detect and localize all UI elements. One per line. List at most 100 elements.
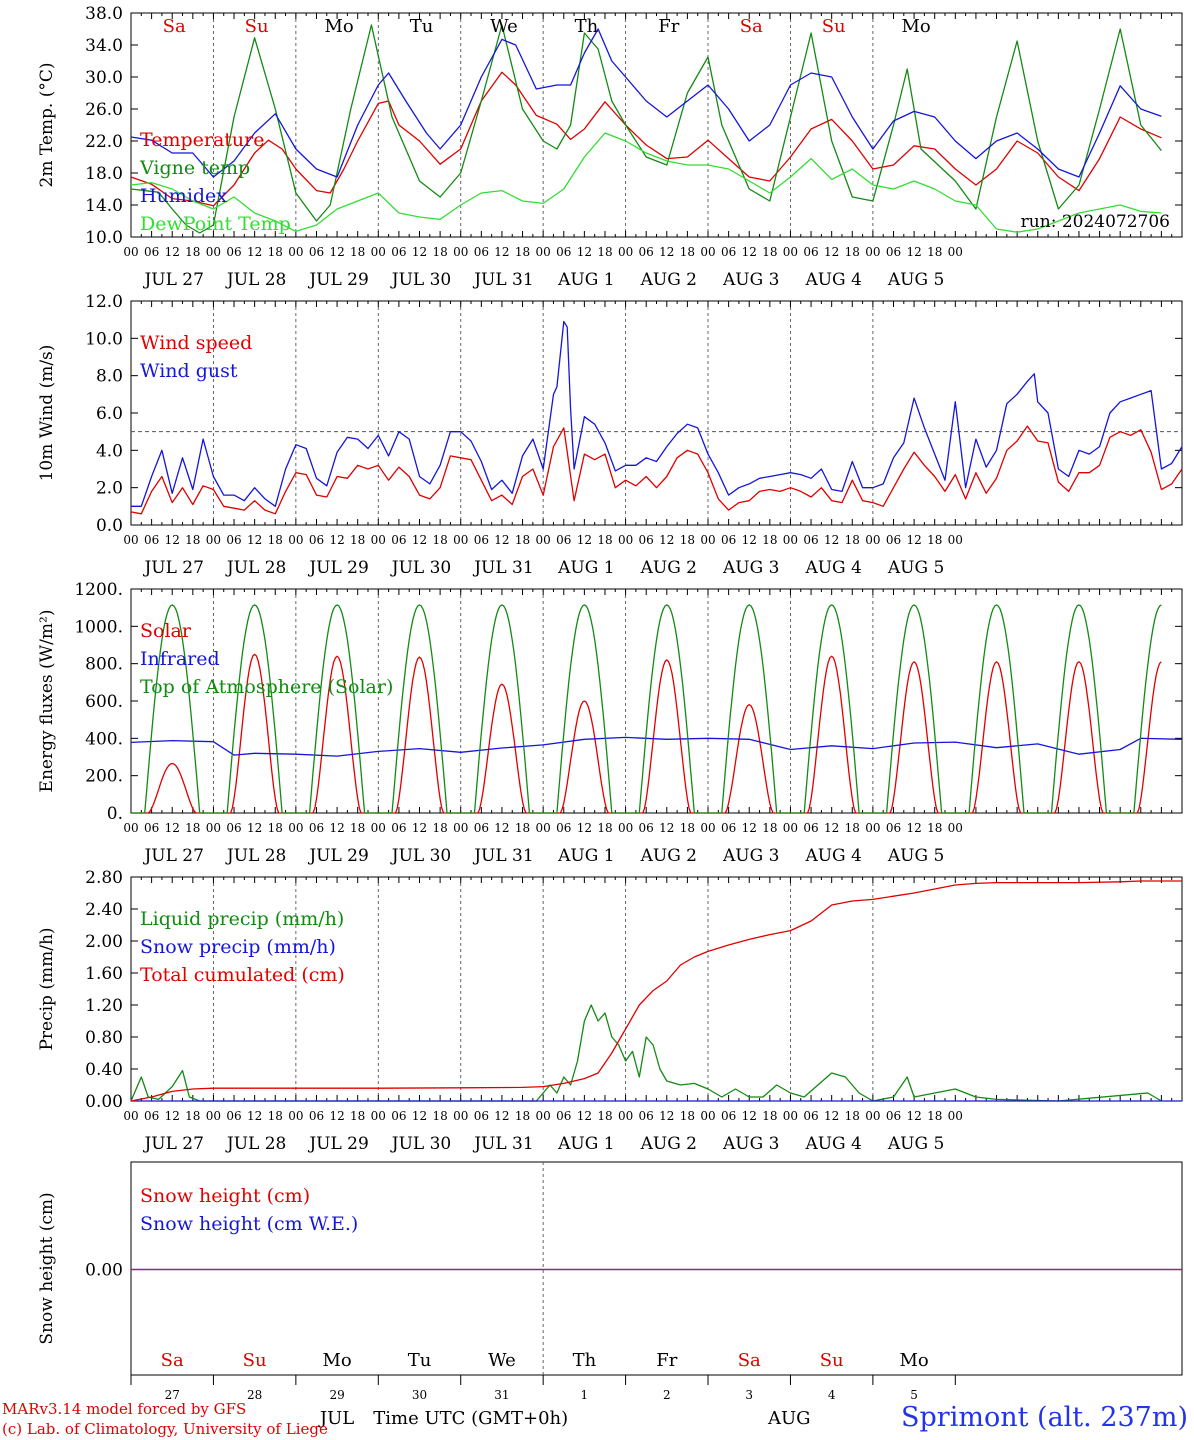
x-date-label: JUL 27 bbox=[142, 558, 203, 578]
weekday-label: Mo bbox=[324, 16, 353, 37]
x-hour-label: 00 bbox=[288, 245, 303, 259]
x-hour-label: 06 bbox=[803, 821, 818, 835]
weekday-label: Su bbox=[820, 1350, 844, 1371]
weekday-label: Mo bbox=[901, 16, 930, 37]
x-date-label: AUG 5 bbox=[887, 1134, 944, 1154]
legend-entry: Wind speed bbox=[140, 332, 252, 354]
x-date-label: AUG 2 bbox=[640, 846, 697, 866]
x-hour-label: 12 bbox=[247, 821, 262, 835]
y-axis-title: 2m Temp. (°C) bbox=[37, 62, 57, 187]
x-hour-label: 12 bbox=[247, 533, 262, 547]
x-date-label: JUL 31 bbox=[472, 558, 533, 578]
x-hour-label: 06 bbox=[309, 821, 324, 835]
legend-entry: Liquid precip (mm/h) bbox=[140, 908, 344, 930]
x-hour-label: 00 bbox=[123, 821, 138, 835]
x-hour-label: 12 bbox=[165, 1109, 180, 1123]
y-tick-label: 2.00 bbox=[85, 932, 123, 952]
x-hour-label: 18 bbox=[927, 821, 942, 835]
x-hour-label: 18 bbox=[597, 1109, 612, 1123]
series-wind-gust bbox=[131, 320, 1183, 507]
station-title: Sprimont (alt. 237m) bbox=[901, 1402, 1188, 1433]
x-date-label: AUG 1 bbox=[557, 1134, 614, 1154]
series-dewpoint-temp bbox=[130, 132, 1162, 233]
x-hour-label: 12 bbox=[906, 821, 921, 835]
legend-entry: Humidex bbox=[140, 185, 227, 207]
x-hour-label: 18 bbox=[268, 533, 283, 547]
x-hour-label: 06 bbox=[309, 245, 324, 259]
x-hour-label: 06 bbox=[721, 533, 736, 547]
x-hour-label: 06 bbox=[474, 533, 489, 547]
x-hour-label: 06 bbox=[226, 245, 241, 259]
x-hour-label: 18 bbox=[515, 245, 530, 259]
x-hour-label: 18 bbox=[845, 1109, 860, 1123]
x-date-label: AUG 1 bbox=[557, 270, 614, 290]
x-hour-label: 06 bbox=[886, 533, 901, 547]
x-date-label: AUG 4 bbox=[804, 846, 861, 866]
x-hour-label: 00 bbox=[865, 533, 880, 547]
y-tick-label: 14.0 bbox=[85, 196, 123, 216]
y-axis-title: Precip (mm/h) bbox=[37, 927, 57, 1050]
x-hour-label: 18 bbox=[927, 245, 942, 259]
x-hour-label: 06 bbox=[886, 1109, 901, 1123]
x-hour-label: 06 bbox=[886, 821, 901, 835]
x-hour-label: 12 bbox=[824, 245, 839, 259]
y-tick-label: 1000. bbox=[74, 617, 123, 637]
x-hour-label: 00 bbox=[948, 1109, 963, 1123]
y-tick-label: 0.40 bbox=[85, 1060, 123, 1080]
x-hour-label: 06 bbox=[721, 821, 736, 835]
x-hour-label: 00 bbox=[865, 245, 880, 259]
y-tick-label: 2.80 bbox=[85, 868, 123, 888]
x-hour-label: 00 bbox=[206, 245, 221, 259]
x-hour-label: 06 bbox=[803, 533, 818, 547]
weekday-label: We bbox=[490, 16, 518, 37]
x-hour-label: 18 bbox=[845, 821, 860, 835]
x-hour-label: 18 bbox=[597, 821, 612, 835]
panel-5-frame bbox=[130, 1161, 1183, 1376]
series-infrared bbox=[130, 736, 1183, 757]
x-hour-label: 18 bbox=[432, 1109, 447, 1123]
day-number: 30 bbox=[412, 1388, 427, 1402]
y-tick-label: 0.80 bbox=[85, 1028, 123, 1048]
x-date-label: JUL 29 bbox=[307, 558, 368, 578]
x-hour-label: 12 bbox=[824, 1109, 839, 1123]
x-hour-label: 06 bbox=[391, 1109, 406, 1123]
weekday-label: Sa bbox=[740, 16, 763, 37]
x-hour-label: 00 bbox=[783, 533, 798, 547]
y-tick-label: 10.0 bbox=[85, 329, 123, 349]
x-hour-label: 06 bbox=[309, 1109, 324, 1123]
x-hour-label: 18 bbox=[268, 821, 283, 835]
panel-3-frame bbox=[130, 588, 1183, 814]
y-tick-label: 8.0 bbox=[96, 367, 123, 387]
x-date-label: AUG 2 bbox=[640, 1134, 697, 1154]
day-number: 27 bbox=[165, 1388, 180, 1402]
y-tick-label: 2.40 bbox=[85, 900, 123, 920]
x-hour-label: 18 bbox=[185, 245, 200, 259]
x-hour-label: 12 bbox=[659, 245, 674, 259]
x-hour-label: 06 bbox=[391, 533, 406, 547]
x-date-label: AUG 2 bbox=[640, 558, 697, 578]
x-hour-label: 18 bbox=[762, 1109, 777, 1123]
x-hour-label: 00 bbox=[700, 245, 715, 259]
x-hour-label: 12 bbox=[742, 1109, 757, 1123]
x-hour-label: 18 bbox=[432, 821, 447, 835]
series-vigne-temp bbox=[130, 24, 1162, 234]
x-hour-label: 18 bbox=[350, 533, 365, 547]
x-hour-label: 18 bbox=[680, 821, 695, 835]
x-hour-label: 18 bbox=[185, 533, 200, 547]
x-date-label: JUL 28 bbox=[225, 1134, 286, 1154]
lab-credit: (c) Lab. of Climatology, University of L… bbox=[2, 1420, 328, 1438]
x-hour-label: 00 bbox=[618, 533, 633, 547]
x-hour-label: 06 bbox=[474, 1109, 489, 1123]
x-date-label: JUL 31 bbox=[472, 270, 533, 290]
x-hour-label: 06 bbox=[639, 1109, 654, 1123]
x-hour-label: 18 bbox=[597, 533, 612, 547]
x-hour-label: 00 bbox=[536, 245, 551, 259]
x-hour-label: 12 bbox=[659, 821, 674, 835]
series-humidex bbox=[130, 28, 1162, 178]
y-tick-label: 38.0 bbox=[85, 4, 123, 24]
x-hour-label: 00 bbox=[618, 821, 633, 835]
month-jul: JUL bbox=[318, 1408, 354, 1429]
x-hour-label: 18 bbox=[432, 245, 447, 259]
x-hour-label: 12 bbox=[742, 245, 757, 259]
